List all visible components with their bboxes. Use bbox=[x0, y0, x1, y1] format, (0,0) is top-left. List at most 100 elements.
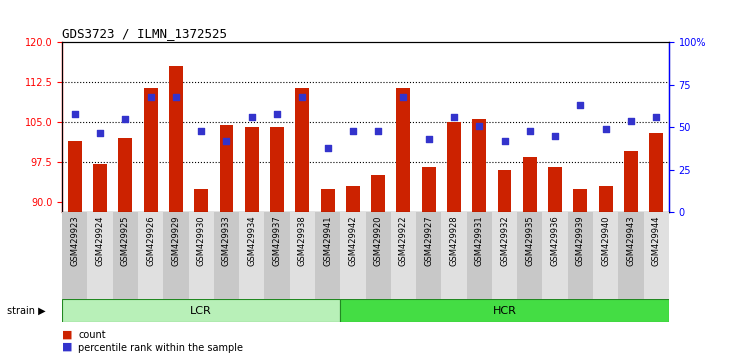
Text: GSM429920: GSM429920 bbox=[374, 215, 382, 266]
Bar bbox=[568, 212, 593, 299]
Bar bbox=[466, 212, 492, 299]
Bar bbox=[315, 212, 340, 299]
Point bbox=[499, 138, 510, 144]
Point bbox=[221, 138, 232, 144]
Point bbox=[625, 118, 637, 124]
Point bbox=[474, 123, 485, 129]
Point bbox=[347, 128, 359, 134]
Point bbox=[524, 128, 536, 134]
Point bbox=[246, 114, 257, 120]
Bar bbox=[163, 212, 189, 299]
Bar bbox=[194, 188, 208, 212]
Bar bbox=[396, 88, 410, 212]
Text: ■: ■ bbox=[62, 330, 72, 339]
Bar bbox=[245, 127, 259, 212]
Text: GSM429924: GSM429924 bbox=[96, 215, 105, 266]
Point bbox=[119, 116, 131, 122]
Text: GSM429925: GSM429925 bbox=[121, 215, 130, 266]
Bar bbox=[416, 212, 442, 299]
Point bbox=[297, 94, 308, 100]
Point bbox=[448, 114, 460, 120]
Text: GSM429930: GSM429930 bbox=[197, 215, 205, 266]
Text: LCR: LCR bbox=[190, 306, 212, 316]
Bar bbox=[113, 212, 138, 299]
Bar bbox=[239, 212, 265, 299]
Text: GSM429938: GSM429938 bbox=[298, 215, 307, 266]
Bar bbox=[219, 125, 233, 212]
Text: GSM429937: GSM429937 bbox=[273, 215, 281, 266]
Bar bbox=[593, 212, 618, 299]
Bar bbox=[346, 186, 360, 212]
Point bbox=[322, 145, 333, 151]
Bar bbox=[189, 212, 213, 299]
Point bbox=[423, 137, 434, 142]
Bar bbox=[340, 299, 669, 322]
Text: GSM429922: GSM429922 bbox=[399, 215, 408, 266]
Bar bbox=[93, 164, 107, 212]
Point bbox=[94, 130, 106, 135]
Point bbox=[145, 94, 156, 100]
Point bbox=[195, 128, 207, 134]
Text: percentile rank within the sample: percentile rank within the sample bbox=[78, 343, 243, 353]
Bar bbox=[492, 212, 518, 299]
Bar bbox=[144, 88, 158, 212]
Text: GDS3723 / ILMN_1372525: GDS3723 / ILMN_1372525 bbox=[62, 27, 227, 40]
Text: GSM429932: GSM429932 bbox=[500, 215, 509, 266]
Text: GSM429934: GSM429934 bbox=[247, 215, 257, 266]
Point bbox=[600, 126, 612, 132]
Text: GSM429936: GSM429936 bbox=[550, 215, 560, 266]
Bar bbox=[548, 167, 562, 212]
Bar bbox=[289, 212, 315, 299]
Text: strain ▶: strain ▶ bbox=[7, 306, 46, 316]
Bar bbox=[366, 212, 391, 299]
Bar bbox=[518, 212, 542, 299]
Bar bbox=[62, 212, 88, 299]
Text: GSM429926: GSM429926 bbox=[146, 215, 155, 266]
Bar bbox=[62, 299, 340, 322]
Bar bbox=[118, 138, 132, 212]
Point bbox=[575, 103, 586, 108]
Bar bbox=[340, 212, 366, 299]
Bar bbox=[618, 212, 643, 299]
Text: HCR: HCR bbox=[493, 306, 517, 316]
Bar bbox=[88, 212, 113, 299]
Point bbox=[69, 111, 80, 117]
Bar bbox=[213, 212, 239, 299]
Text: GSM429927: GSM429927 bbox=[424, 215, 433, 266]
Text: GSM429933: GSM429933 bbox=[222, 215, 231, 266]
Bar bbox=[542, 212, 568, 299]
Bar bbox=[321, 188, 335, 212]
Bar bbox=[649, 133, 663, 212]
Bar bbox=[523, 156, 537, 212]
Text: GSM429928: GSM429928 bbox=[450, 215, 458, 266]
Text: count: count bbox=[78, 330, 106, 340]
Point bbox=[549, 133, 561, 139]
Text: GSM429944: GSM429944 bbox=[652, 215, 661, 266]
Bar bbox=[442, 212, 466, 299]
Bar bbox=[422, 167, 436, 212]
Bar bbox=[295, 88, 309, 212]
Bar bbox=[447, 122, 461, 212]
Text: GSM429941: GSM429941 bbox=[323, 215, 332, 266]
Bar bbox=[573, 188, 587, 212]
Bar bbox=[138, 212, 163, 299]
Text: GSM429939: GSM429939 bbox=[576, 215, 585, 266]
Bar bbox=[472, 119, 486, 212]
Bar bbox=[371, 175, 385, 212]
Bar bbox=[68, 141, 82, 212]
Point bbox=[170, 94, 182, 100]
Text: GSM429923: GSM429923 bbox=[70, 215, 79, 266]
Text: GSM429935: GSM429935 bbox=[526, 215, 534, 266]
Text: ■: ■ bbox=[62, 342, 72, 352]
Bar bbox=[643, 212, 669, 299]
Point bbox=[271, 111, 283, 117]
Text: GSM429940: GSM429940 bbox=[601, 215, 610, 266]
Bar bbox=[624, 152, 638, 212]
Bar bbox=[391, 212, 416, 299]
Text: GSM429943: GSM429943 bbox=[626, 215, 635, 266]
Bar bbox=[169, 67, 183, 212]
Point bbox=[398, 94, 409, 100]
Bar bbox=[498, 170, 512, 212]
Point bbox=[372, 128, 384, 134]
Bar bbox=[265, 212, 289, 299]
